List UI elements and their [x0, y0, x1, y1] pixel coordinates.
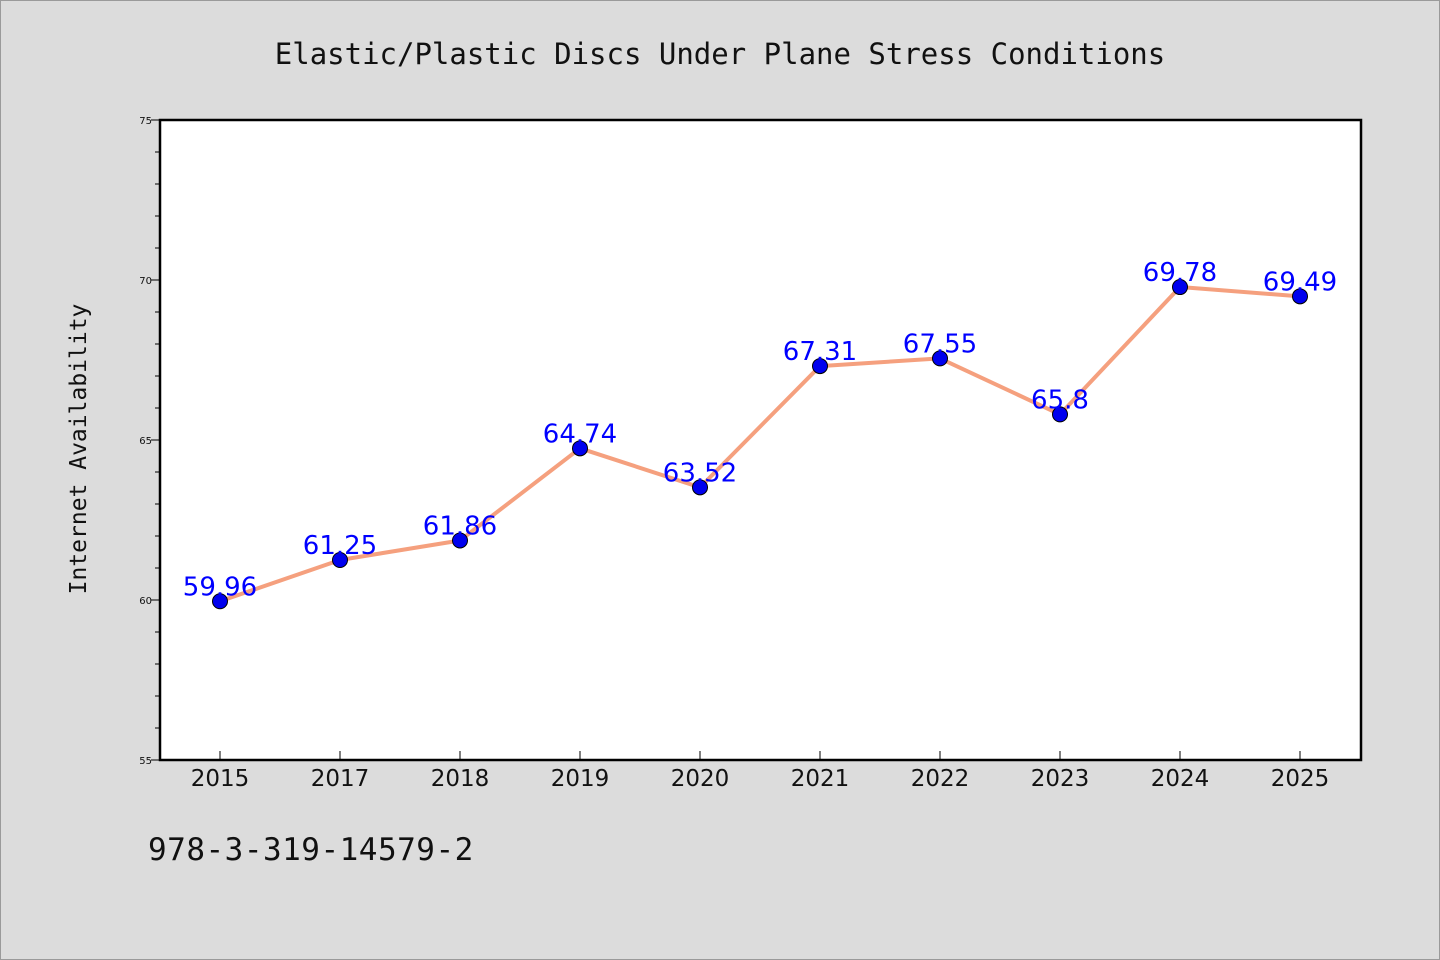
series-line: [218, 285, 1302, 604]
data-point: [332, 552, 348, 568]
data-label: 61.86: [423, 511, 497, 541]
data-labels: 59.96 61.25 61.86 64.74 63.52 67.31 67.55 65.8 6…: [183, 258, 1337, 602]
data-point: [1052, 406, 1068, 423]
x-tick-label: 2015: [191, 766, 250, 792]
y-axis-ticks: 55 60 65 70 75: [139, 116, 160, 767]
data-label: 69.49: [1263, 267, 1337, 297]
series-markers: [212, 279, 1308, 610]
data-point: [452, 532, 468, 549]
data-label: 69.78: [1143, 258, 1217, 288]
y-tick-label: 75: [139, 116, 152, 127]
x-tick-label: 2020: [671, 766, 730, 792]
data-label: 67.31: [783, 337, 857, 367]
data-point: [812, 358, 828, 375]
data-point: [1172, 279, 1188, 296]
y-tick-label: 60: [139, 596, 152, 607]
data-point: [692, 479, 708, 496]
data-point: [572, 440, 588, 457]
data-label: 63.52: [663, 458, 737, 488]
data-label: 64.74: [543, 419, 617, 449]
data-point: [932, 350, 948, 367]
x-tick-label: 2019: [551, 766, 610, 792]
data-point: [212, 593, 228, 610]
x-tick-label: 2024: [1151, 766, 1210, 792]
plot-area: [158, 118, 1363, 762]
data-label: 61.25: [303, 531, 377, 561]
x-axis-ticks: 2015 2017 2018 2019 2020 2021 2022 2023 2024 2025: [191, 751, 1330, 792]
isbn-text: 978-3-319-14579-2: [148, 832, 474, 868]
data-label: 65.8: [1031, 385, 1089, 415]
chart-title: Elastic/Plastic Discs Under Plane Stress…: [275, 37, 1165, 71]
x-tick-label: 2021: [791, 766, 850, 792]
x-tick-label: 2017: [311, 766, 370, 792]
x-tick-label: 2022: [911, 766, 970, 792]
data-point: [1292, 288, 1308, 305]
y-tick-label: 65: [139, 436, 152, 447]
x-tick-label: 2025: [1271, 766, 1330, 792]
data-label: 59.96: [183, 572, 257, 602]
data-label: 67.55: [903, 329, 977, 359]
y-axis-label: Internet Availability: [66, 304, 92, 595]
x-tick-label: 2023: [1031, 766, 1090, 792]
x-tick-label: 2018: [431, 766, 490, 792]
y-tick-label: 55: [139, 756, 152, 767]
y-tick-label: 70: [139, 276, 152, 287]
